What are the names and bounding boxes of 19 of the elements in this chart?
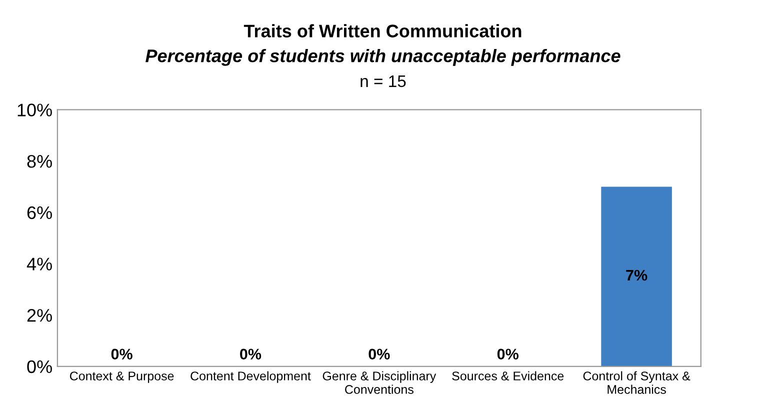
data-label: 0%: [240, 348, 262, 360]
y-tick-label: 2%: [27, 308, 52, 322]
data-label: 0%: [497, 348, 518, 360]
x-tick-label: Sources & Evidence: [452, 371, 564, 380]
data-label: 0%: [368, 348, 390, 360]
y-tick-label: 10%: [18, 104, 52, 116]
x-tick-label: Content Development: [190, 371, 311, 383]
y-tick-label: 8%: [27, 154, 52, 168]
text: n = 15: [360, 75, 406, 88]
y-tick-label: 0%: [27, 360, 52, 374]
data-label: 7%: [626, 270, 648, 281]
x-tick-label: Control of Syntax & Mechanics: [583, 371, 690, 394]
x-tick-label: Context & Purpose: [70, 372, 174, 383]
y-tick-label: 6%: [27, 206, 52, 220]
chart-subtitle: Percentage of students with unacceptable performance: [146, 49, 620, 66]
y-tick-label: 4%: [26, 258, 52, 270]
x-tick-label: Genre & Disciplinary Conventions: [322, 371, 436, 394]
data-label: 0%: [111, 348, 132, 360]
chart-title: Traits of Written Communication: [244, 24, 522, 38]
